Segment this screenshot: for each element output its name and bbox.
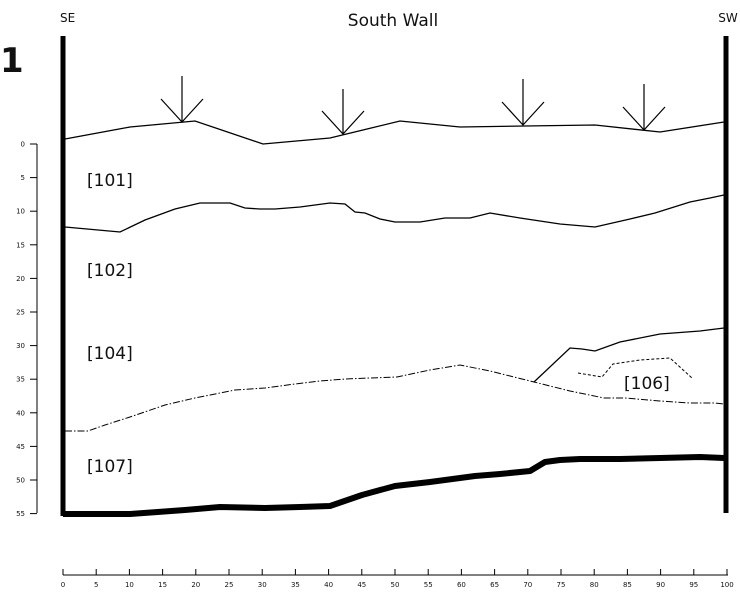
layer-label-102: [102] [87,261,133,281]
length-tick-label: 45 [357,581,366,589]
length-tick-label: 85 [623,581,632,589]
sample-arrow-4 [622,84,666,131]
boundary-101-102 [64,194,725,233]
cut-106-outline [577,357,693,379]
depth-tick-label: 55 [16,510,25,518]
depth-tick-label: 20 [16,275,25,283]
boundary-102-104 [533,327,725,383]
length-tick-label: 80 [590,581,599,589]
depth-tick-label: 0 [21,141,25,149]
length-tick-label: 35 [291,581,300,589]
length-tick-label: 70 [523,581,532,589]
length-tick-label: 25 [225,581,234,589]
depth-tick-label: 10 [16,208,25,216]
figure-number: 1 [0,41,24,81]
length-tick-label: 65 [490,581,499,589]
section-title: South Wall [348,11,438,31]
depth-tick-label: 35 [16,376,25,384]
corner-label-sw: SW [718,11,738,25]
length-tick-label: 50 [391,581,400,589]
length-tick-label: 75 [557,581,566,589]
excavation-base-line [63,454,725,517]
corner-label-se: SE [60,11,75,25]
layer-label-104: [104] [87,344,133,364]
length-tick-label: 5 [94,581,98,589]
layer-label-106: [106] [624,374,670,394]
length-tick-label: 55 [424,581,433,589]
length-tick-label: 90 [656,581,665,589]
layer-label-107: [107] [87,457,133,477]
length-tick-label: 60 [457,581,466,589]
length-tick-label: 40 [324,581,333,589]
length-scale: 0 5 10 15 20 25 30 35 40 45 50 55 60 65 70 75 80 85 90 95 10… [61,569,734,589]
length-tick-label: 100 [720,581,733,589]
layer-label-101: [101] [87,171,133,191]
sample-arrow-2 [321,89,365,135]
depth-scale: 0 5 10 15 20 25 30 35 40 45 50 55 [16,141,37,518]
depth-tick-label: 25 [16,309,25,317]
length-tick-label: 95 [689,581,698,589]
depth-tick-label: 50 [16,477,25,485]
depth-tick-label: 5 [21,174,25,182]
length-tick-label: 10 [125,581,134,589]
ground-surface-line [64,120,725,145]
sample-arrow-3 [501,79,545,126]
length-tick-label: 20 [191,581,200,589]
length-tick-label: 15 [158,581,167,589]
sample-arrow-1 [160,76,204,123]
length-tick-label: 0 [61,581,65,589]
depth-tick-label: 40 [16,409,25,417]
boundary-104-107 [65,364,725,432]
length-tick-label: 30 [258,581,267,589]
depth-tick-label: 30 [16,342,25,350]
depth-tick-label: 45 [16,443,25,451]
depth-tick-label: 15 [16,241,25,249]
